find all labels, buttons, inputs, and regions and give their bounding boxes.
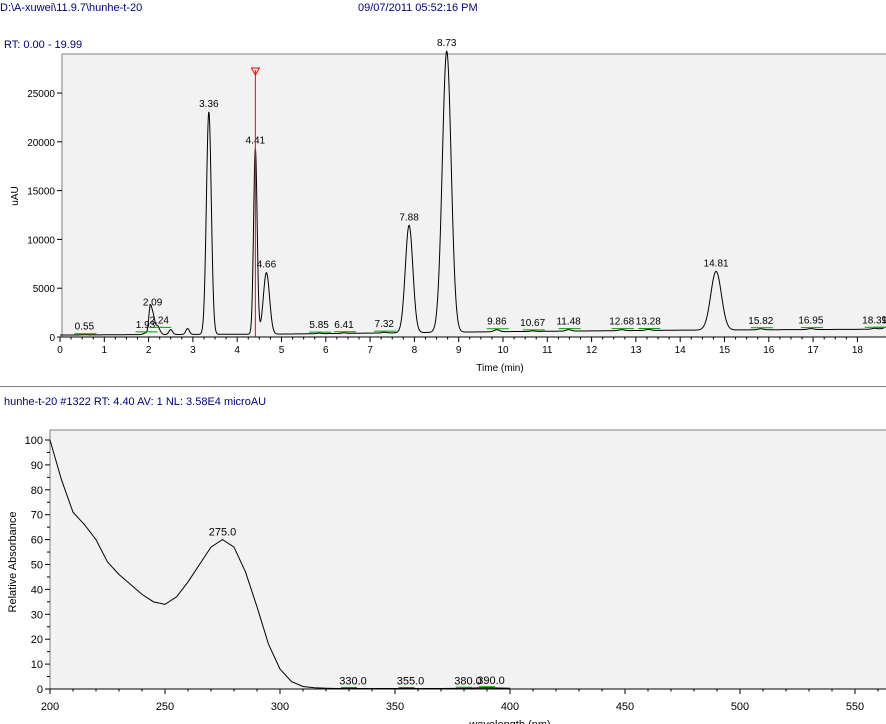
x-axis-label: Time (min): [476, 363, 523, 374]
plot-area: [61, 53, 886, 338]
x-tick-label: 15: [719, 345, 731, 356]
x-tick-label: 500: [731, 701, 749, 713]
x-tick-label: 350: [386, 701, 404, 713]
x-tick-label: 4: [234, 345, 240, 356]
y-axis-label: Relative Absorbance: [7, 512, 19, 613]
peak-label: 1.93: [136, 320, 156, 331]
peak-label: 2.09: [143, 298, 163, 309]
peak-label: 15.82: [748, 316, 773, 327]
y-tick-label: 10000: [27, 235, 55, 246]
x-tick-label: 3: [190, 345, 196, 356]
peak-label: 14.81: [704, 258, 729, 269]
datetime-label: 09/07/2011 05:52:16 PM: [358, 2, 478, 14]
x-tick-label: 12: [586, 345, 598, 356]
x-tick-label: 6: [323, 345, 329, 356]
peak-label: 8.73: [437, 38, 457, 49]
file-path-label: D:\A-xuwei\11.9.7\hunhe-t-20: [0, 2, 143, 14]
y-tick-label: 60: [31, 535, 43, 547]
peak-label: 9.86: [487, 317, 507, 328]
x-tick-label: 14: [675, 345, 687, 356]
peak-label: 12.68: [609, 317, 634, 328]
peak-label: 13.28: [636, 316, 661, 327]
x-tick-label: 18: [852, 345, 864, 356]
y-tick-label: 0: [49, 333, 55, 344]
peak-label: 5.85: [309, 320, 329, 331]
panel-divider: [0, 386, 886, 387]
y-tick-label: 40: [31, 584, 43, 596]
y-tick-label: 70: [31, 510, 43, 522]
x-tick-label: 11: [542, 345, 553, 356]
peak-label: 18.39: [862, 315, 886, 326]
peak-label: 0.55: [75, 322, 95, 333]
peak-label: 7.32: [375, 319, 395, 330]
y-tick-label: 25000: [27, 89, 55, 100]
y-tick-label: 10: [31, 659, 43, 671]
rt-marker-triangle-icon: [250, 67, 261, 77]
y-tick-label: 5000: [33, 284, 56, 295]
peak-label: 16.95: [798, 316, 823, 327]
chromatogram-chart: 0 1 2 3 4 5 6 7 8 9 10 11 12 13 14 15 16 17 18050001000015…: [10, 38, 886, 374]
y-tick-label: 100: [25, 435, 43, 447]
spectrum-info-label: hunhe-t-20 #1322 RT: 4.40 AV: 1 NL: 3.58…: [4, 396, 267, 408]
y-tick-label: 50: [31, 560, 43, 572]
y-tick-label: 20000: [27, 138, 55, 149]
peak-label: 10.67: [520, 318, 545, 329]
y-tick-label: 80: [31, 485, 43, 497]
plot-area: [49, 429, 886, 690]
x-tick-label: 8: [412, 345, 418, 356]
x-tick-label: 0: [57, 345, 63, 356]
peak-label: 2.24: [149, 315, 169, 326]
x-tick-label: 2: [146, 345, 152, 356]
peak-label: 4.66: [257, 260, 277, 271]
chromatogram-range-label: RT: 0.00 - 19.99: [4, 39, 83, 51]
x-tick-label: 550: [846, 701, 864, 713]
x-tick-label: 5: [279, 345, 285, 356]
peak-label: 6.41: [334, 320, 354, 331]
spectrum-chart: 200 250 300 350 400 450 500 550 0 10 20 30 40 50 60 70 8…: [7, 429, 886, 724]
y-tick-label: 20: [31, 634, 43, 646]
x-tick-label: 9: [456, 345, 462, 356]
x-tick-label: 450: [616, 701, 634, 713]
x-tick-label: 17: [808, 345, 820, 356]
peak-label: 3.36: [199, 99, 219, 110]
y-axis-label: uAU: [10, 186, 21, 205]
y-tick-label: 90: [31, 460, 43, 472]
peak-label: 355.0: [397, 676, 425, 688]
x-tick-label: 16: [763, 345, 775, 356]
peak-label: 1: [881, 315, 886, 326]
x-tick-label: 400: [501, 701, 519, 713]
y-tick-label: 30: [31, 609, 43, 621]
spectrum-trace: [49, 439, 511, 689]
peak-label: 275.0: [209, 527, 237, 539]
x-axis-label: wavelength (nm): [468, 719, 550, 724]
x-tick-label: 7: [367, 345, 373, 356]
peak-label: 330.0: [339, 676, 367, 688]
y-tick-label: 15000: [27, 187, 55, 198]
x-tick-label: 250: [156, 701, 174, 713]
chromatogram-trace: [60, 50, 884, 336]
x-tick-label: 1: [102, 345, 108, 356]
peak-label: 380.0: [454, 675, 482, 687]
peak-label: 390.0: [477, 675, 505, 687]
peak-label: 11.48: [556, 317, 581, 328]
y-tick-label: 0: [37, 684, 43, 696]
x-tick-label: 200: [41, 701, 59, 713]
x-tick-label: 300: [271, 701, 289, 713]
x-tick-label: 10: [497, 345, 509, 356]
peak-label: 7.88: [399, 212, 419, 223]
x-tick-label: 13: [630, 345, 642, 356]
